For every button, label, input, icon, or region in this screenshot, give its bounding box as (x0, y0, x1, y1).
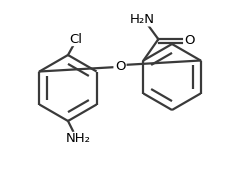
Text: Cl: Cl (70, 33, 82, 46)
Text: O: O (115, 60, 125, 73)
Text: H₂N: H₂N (130, 13, 155, 26)
Text: O: O (184, 34, 195, 47)
Text: NH₂: NH₂ (66, 132, 90, 145)
